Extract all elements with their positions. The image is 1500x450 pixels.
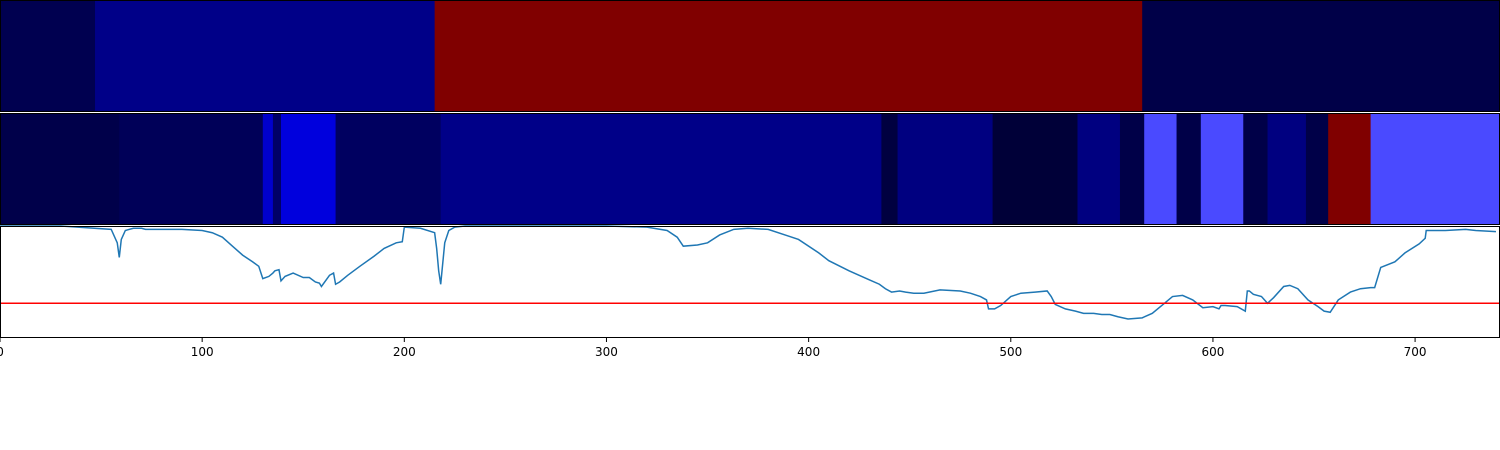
heatmap-cell-middle-3 (272, 113, 282, 225)
heatmap-cell-middle-6 (440, 113, 882, 225)
heatmap-cell-middle-17 (1305, 113, 1329, 225)
heatmap-cell-top-3 (1142, 0, 1500, 112)
heatmap-cell-top-2 (434, 0, 1143, 112)
heatmap-cell-middle-5 (335, 113, 442, 225)
x-tick-label-1: 100 (191, 345, 214, 359)
heatmap-cell-middle-4 (281, 113, 337, 225)
x-axis: 0 100 200 300 400 500 600 700 (0, 338, 1427, 359)
heatmap-cell-middle-7 (881, 113, 899, 225)
x-tick-label-3: 300 (595, 345, 618, 359)
heatmap-cell-middle-18 (1328, 113, 1372, 225)
x-tick-label-5: 500 (999, 345, 1022, 359)
heatmap-top (0, 0, 1500, 112)
heatmap-cell-middle-8 (897, 113, 994, 225)
heatmap-cell-middle-19 (1370, 113, 1500, 225)
heatmap-cell-middle-12 (1144, 113, 1178, 225)
heatmap-cell-middle-15 (1243, 113, 1269, 225)
heatmap-cell-middle-13 (1176, 113, 1202, 225)
heatmap-cell-middle-0 (0, 113, 120, 225)
heatmap-cell-top-1 (95, 0, 436, 112)
heatmap-cell-top-0 (0, 0, 96, 112)
heatmap-cell-middle-10 (1077, 113, 1121, 225)
heatmap-cell-middle-11 (1119, 113, 1145, 225)
heatmap-cell-middle-1 (119, 113, 264, 225)
x-tick-label-4: 400 (797, 345, 820, 359)
x-tick-label-6: 600 (1201, 345, 1224, 359)
panel-frame-2 (0, 226, 1500, 338)
heatmap-middle (0, 113, 1500, 225)
heatmap-cell-middle-2 (262, 113, 274, 225)
x-tick-label-2: 200 (393, 345, 416, 359)
x-tick-label-7: 700 (1404, 345, 1427, 359)
heatmap-cell-middle-16 (1267, 113, 1307, 225)
heatmap-cell-middle-9 (992, 113, 1079, 225)
heatmap-cell-middle-14 (1200, 113, 1244, 225)
line-plot-panel (0, 225, 1500, 320)
x-tick-label-0: 0 (0, 345, 4, 359)
series-line (0, 225, 1497, 320)
